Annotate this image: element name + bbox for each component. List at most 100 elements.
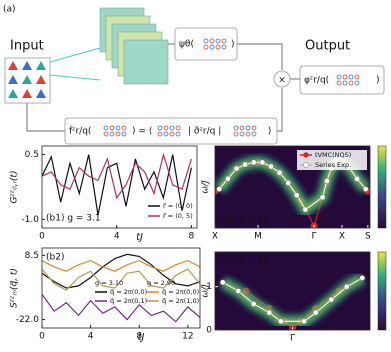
grid-icon (203, 38, 209, 44)
data-point (242, 161, 248, 168)
legend-label: q⃗ = 2π(0,0) (110, 288, 148, 296)
grid-icon (209, 44, 215, 50)
grid-icon (175, 125, 181, 131)
legend-label: q⃗ = 2π(1,0) (162, 297, 200, 305)
series-line (42, 259, 200, 272)
data-point (225, 175, 231, 182)
series-line (42, 152, 192, 200)
x-tick-label: 8 (189, 232, 195, 242)
y-tick-label: 0.5 (25, 150, 39, 160)
grid-icon (239, 131, 245, 137)
legend-bg (297, 160, 367, 170)
spin-icon (36, 75, 46, 84)
data-point (278, 318, 284, 325)
axes-frame (41, 145, 198, 229)
grid-icon (215, 44, 221, 50)
data-point (250, 159, 257, 166)
grid-icon (221, 44, 227, 50)
data-point (250, 301, 257, 307)
series-line (42, 293, 200, 323)
grid-icon (354, 74, 360, 80)
data-point (354, 175, 360, 182)
panel-label: (b1) g = 3.1 (46, 214, 101, 224)
grid-icon (203, 44, 209, 50)
feature-bracket: ⟩ (268, 127, 272, 137)
product-sign: × (278, 76, 286, 86)
series-line (42, 154, 192, 216)
spin-icon (36, 61, 46, 70)
grid-icon (115, 131, 121, 137)
x-tick-label: 12 (182, 332, 193, 342)
x-tick-label: 0 (39, 332, 45, 342)
axes-frame (41, 247, 201, 329)
panel-label: (b2) (46, 253, 64, 263)
grid-icon (239, 125, 245, 131)
data-point (233, 165, 240, 172)
output-formula: φᶻr/q( (304, 76, 329, 86)
grid-icon (121, 125, 127, 131)
legend-marker (303, 162, 309, 168)
data-point (276, 169, 283, 176)
grid-icon (354, 80, 360, 86)
x-tick-label: M (254, 232, 262, 242)
x-axis-label: tJ (136, 232, 143, 243)
wire (277, 88, 283, 132)
data-point (294, 192, 300, 198)
x-tick-label: 0 (39, 232, 45, 242)
grid-icon (169, 125, 175, 131)
grid-icon (209, 38, 215, 44)
data-point (302, 206, 309, 213)
bracket: ) (231, 40, 235, 50)
spin-icon (8, 61, 18, 70)
y-tick-label: 1 (206, 282, 212, 292)
panel-label: (a) (3, 5, 16, 15)
grid-icon (169, 131, 175, 137)
grid-icon (348, 74, 354, 80)
data-point (266, 309, 273, 316)
x-tick-label: Γ (290, 334, 295, 344)
output-label: Output (305, 39, 350, 54)
y-tick-label: -22.0 (16, 315, 40, 325)
panel-label: (c1) L = 10 (219, 216, 270, 226)
grid-icon (233, 131, 239, 137)
conv-line (49, 74, 101, 81)
bracket: ) (376, 76, 380, 86)
feature-eq: ) = ⟨ (132, 127, 152, 137)
series-line (42, 268, 200, 291)
legend-label: q⃗ = 2π(0,1) (110, 297, 148, 305)
grid-icon (342, 74, 348, 80)
data-point (268, 163, 274, 170)
feature-box (64, 117, 278, 145)
plot-area (42, 152, 192, 216)
x-axis-label: tJ (138, 332, 145, 343)
spin-icon (8, 89, 18, 98)
y-axis-label: Sᶻᶻₘ(q⃗, t) (10, 268, 20, 308)
network-label: ψθ( (179, 40, 194, 50)
grid-icon (103, 131, 109, 137)
feature-label: fᶻr/q( (69, 127, 91, 137)
grid-icon (163, 131, 169, 137)
y-axis-label: ω/J (201, 284, 211, 298)
axes-frame (214, 251, 371, 331)
legend-label: Series Exp. (315, 161, 351, 169)
grid-icon (245, 131, 251, 137)
diagram: (a) Input Output ψθ( ) × φᶻr/q( ) fᶻr/q(… (3, 5, 385, 145)
spin-icon (22, 89, 32, 98)
data-point (362, 186, 369, 192)
grid-icon (233, 125, 239, 131)
feature-map (123, 39, 169, 85)
data-point (343, 283, 350, 290)
grid-icon (336, 80, 342, 86)
spin-icon (8, 75, 18, 84)
data-point (259, 159, 266, 166)
grid-icon (109, 125, 115, 131)
x-tick-label: X (212, 232, 218, 242)
x-tick-label: 4 (114, 232, 120, 242)
grid-icon (251, 125, 257, 131)
network-box (174, 27, 238, 61)
grid-icon (115, 125, 121, 131)
x-tick-label: X (339, 232, 345, 242)
grid-icon (221, 38, 227, 44)
grid-icon (175, 131, 181, 137)
